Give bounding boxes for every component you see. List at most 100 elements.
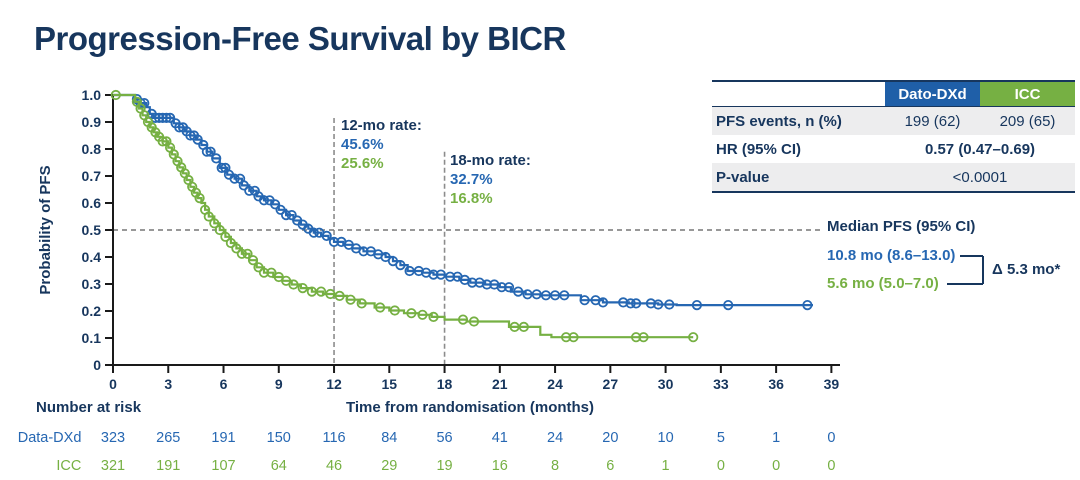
annotation-18mo-rate: 18-mo rate: 32.7% 16.8% bbox=[450, 151, 531, 208]
x-tick-label: 3 bbox=[164, 376, 172, 392]
censor-mark-dato-dxd bbox=[269, 199, 281, 210]
annotation-12mo-rate: 12-mo rate: 45.6% 25.6% bbox=[341, 116, 422, 173]
x-axis-title: Time from randomisation (months) bbox=[345, 399, 595, 416]
y-tick-label: 0 bbox=[93, 357, 101, 373]
censor-mark-icc bbox=[374, 302, 386, 313]
censor-mark-dato-dxd bbox=[321, 230, 332, 241]
risk-value: 41 bbox=[492, 430, 508, 446]
censor-mark-icc bbox=[417, 309, 428, 320]
page-title: Progression-Free Survival by BICR bbox=[34, 20, 566, 57]
censor-mark-icc bbox=[315, 286, 327, 297]
censor-mark-dato-dxd bbox=[559, 290, 570, 301]
censor-mark-dato-dxd bbox=[691, 299, 703, 311]
censor-mark-icc bbox=[325, 288, 336, 300]
censor-mark-dato-dxd bbox=[154, 112, 165, 124]
annotation-12mo-dato-value: 45.6% bbox=[341, 136, 384, 153]
y-axis-title: Probability of PFS bbox=[37, 165, 54, 294]
pfs-events-icc-value: 209 (65) bbox=[999, 112, 1056, 130]
risk-value: 191 bbox=[211, 430, 235, 446]
censor-mark-dato-dxd bbox=[244, 185, 255, 196]
censor-mark-dato-dxd bbox=[428, 269, 439, 280]
x-tick-label: 6 bbox=[220, 376, 228, 392]
censor-mark-dato-dxd bbox=[802, 299, 813, 311]
risk-value: 323 bbox=[101, 430, 125, 446]
summary-row-hr: HR (95% CI) 0.57 (0.47–0.69) bbox=[712, 135, 1075, 163]
censor-mark-icc bbox=[457, 314, 469, 325]
number-at-risk-heading: Number at risk bbox=[36, 399, 142, 416]
x-tick-label: 9 bbox=[275, 376, 283, 392]
censor-mark-icc bbox=[214, 224, 225, 236]
censor-mark-dato-dxd bbox=[645, 298, 657, 309]
y-tick-label: 0.4 bbox=[82, 249, 102, 265]
censor-mark-dato-dxd bbox=[579, 295, 590, 306]
censor-mark-dato-dxd bbox=[723, 299, 734, 311]
risk-value: 24 bbox=[547, 430, 563, 446]
censor-mark-dato-dxd bbox=[308, 227, 319, 238]
censor-mark-dato-dxd bbox=[280, 210, 292, 221]
censor-mark-icc bbox=[688, 332, 699, 343]
risk-value: 6 bbox=[606, 458, 614, 474]
censor-mark-dato-dxd bbox=[174, 122, 185, 133]
risk-row-label-data-dxd: Data-DXd bbox=[18, 430, 82, 446]
censor-mark-dato-dxd bbox=[201, 146, 212, 157]
risk-value: 1 bbox=[662, 458, 670, 474]
summary-row-pfs-events: PFS events, n (%) 199 (62) 209 (65) bbox=[712, 107, 1075, 135]
censor-mark-icc bbox=[242, 248, 253, 259]
annotation-12mo-label: 12-mo rate: bbox=[341, 117, 422, 134]
censor-mark-icc bbox=[630, 332, 642, 343]
censor-mark-dato-dxd bbox=[653, 299, 664, 310]
censor-mark-dato-dxd bbox=[503, 282, 515, 293]
risk-row-label-icc: ICC bbox=[56, 458, 81, 474]
censor-mark-dato-dxd bbox=[258, 195, 270, 206]
km-curve-icc bbox=[113, 93, 694, 339]
censor-mark-dato-dxd bbox=[481, 279, 492, 290]
censor-mark-icc bbox=[157, 136, 168, 147]
x-tick-label: 12 bbox=[326, 376, 342, 392]
x-tick-label: 39 bbox=[824, 376, 840, 392]
censor-mark-icc bbox=[568, 332, 579, 343]
risk-value: 1 bbox=[772, 430, 780, 446]
y-tick-label: 0.1 bbox=[82, 330, 102, 346]
censor-mark-icc bbox=[209, 218, 220, 229]
y-tick-label: 0.6 bbox=[82, 195, 102, 211]
censor-mark-dato-dxd bbox=[435, 269, 446, 280]
censor-mark-icc bbox=[389, 305, 400, 316]
risk-value: 0 bbox=[717, 458, 725, 474]
censor-mark-dato-dxd bbox=[380, 251, 391, 263]
censor-mark-icc bbox=[297, 282, 308, 294]
censor-mark-dato-dxd bbox=[444, 271, 456, 282]
censor-mark-icc bbox=[266, 267, 277, 278]
y-tick-label: 0.7 bbox=[82, 168, 102, 184]
censor-mark-icc bbox=[406, 308, 417, 319]
censor-mark-icc bbox=[288, 279, 299, 290]
median-pfs-icc-value: 5.6 mo (5.0–7.0) bbox=[827, 275, 939, 292]
risk-value: 0 bbox=[827, 458, 835, 474]
x-tick-label: 0 bbox=[109, 376, 117, 392]
median-delta-value: Δ 5.3 mo* bbox=[992, 261, 1061, 278]
x-tick-label: 18 bbox=[437, 376, 453, 392]
risk-value: 5 bbox=[717, 430, 725, 446]
censor-mark-icc bbox=[110, 89, 121, 101]
annotation-12mo-icc-value: 25.6% bbox=[341, 155, 384, 172]
summary-table: Dato-DXd ICC PFS events, n (%) 199 (62) … bbox=[712, 80, 1075, 193]
censor-mark-dato-dxd bbox=[395, 259, 406, 271]
y-tick-label: 1.0 bbox=[82, 87, 102, 103]
risk-value: 20 bbox=[602, 430, 618, 446]
summary-header-icc: ICC bbox=[980, 82, 1075, 106]
censor-mark-dato-dxd bbox=[211, 153, 222, 164]
pvalue-label: P-value bbox=[716, 168, 770, 186]
censor-mark-dato-dxd bbox=[192, 134, 203, 145]
censor-mark-icc bbox=[220, 231, 231, 242]
risk-value: 150 bbox=[267, 430, 291, 446]
censor-mark-dato-dxd bbox=[238, 180, 249, 191]
y-tick-label: 0.9 bbox=[82, 114, 102, 130]
hr-value: 0.57 (0.47–0.69) bbox=[924, 140, 1036, 158]
censor-mark-dato-dxd bbox=[630, 298, 642, 309]
censor-mark-dato-dxd bbox=[275, 204, 286, 215]
censor-mark-dato-dxd bbox=[185, 130, 196, 141]
censor-mark-dato-dxd bbox=[157, 112, 168, 124]
x-tick-label: 15 bbox=[382, 376, 398, 392]
risk-value: 84 bbox=[381, 430, 397, 446]
risk-value: 64 bbox=[271, 458, 287, 474]
